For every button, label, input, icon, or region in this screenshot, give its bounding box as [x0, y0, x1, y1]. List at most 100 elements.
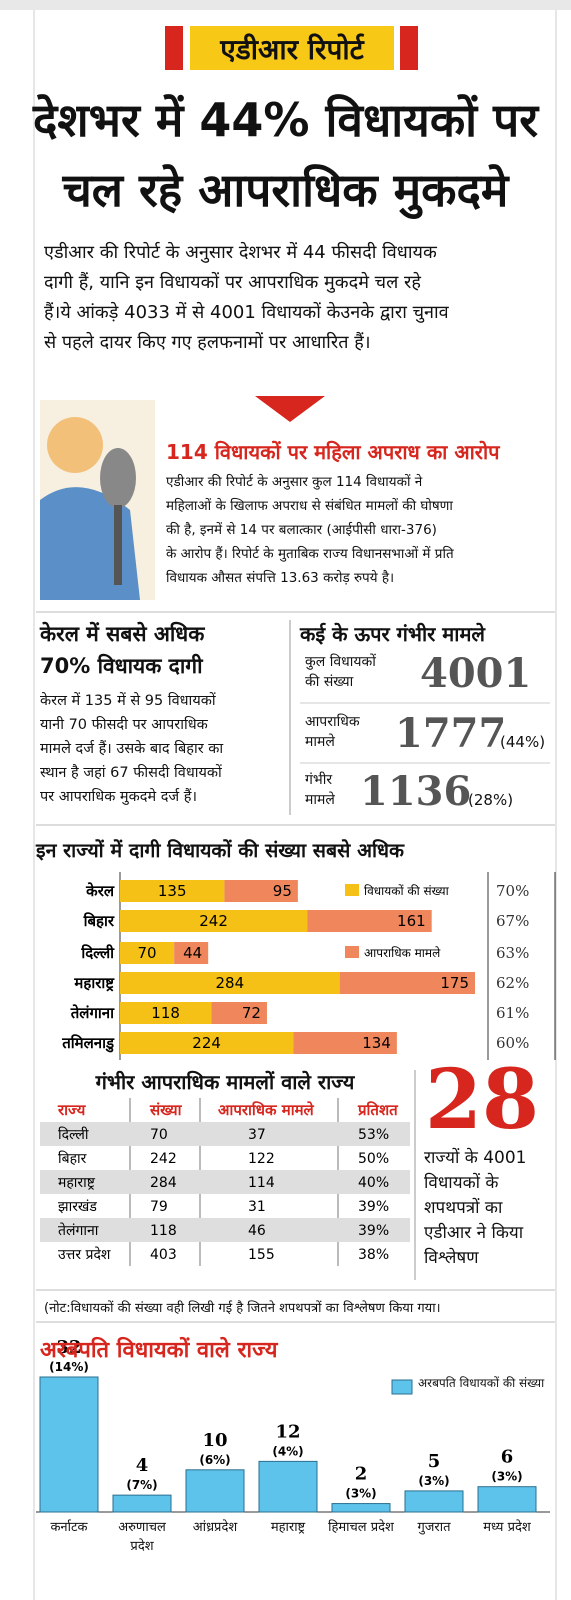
- stat-line: एडीआर ने किया: [424, 1223, 524, 1243]
- bar: [120, 910, 308, 932]
- category-label: दिल्ली: [80, 944, 115, 962]
- bar: [120, 1002, 212, 1024]
- value-label: 134: [362, 1034, 391, 1052]
- headline: चल रहे आपराधिक मुकदमे: [62, 163, 509, 217]
- kerala-line: यानी 70 फीसदी पर आपराधिक: [40, 717, 208, 733]
- women-line: महिलाओं के खिलाफ अपराध से संबंधित मामलों…: [166, 498, 453, 514]
- women-line: एडीआर की रिपोर्ट के अनुसार कुल 114 विधाय…: [166, 474, 423, 490]
- headline: देशभर में 44% विधायकों पर: [32, 93, 539, 147]
- microphone: [100, 448, 136, 508]
- bar: [185, 1469, 245, 1513]
- cell: 50%: [358, 1151, 389, 1167]
- stat-number: 28: [425, 1052, 540, 1148]
- cell: 39%: [358, 1199, 389, 1215]
- bar: [120, 972, 340, 994]
- cell: महाराष्ट्र: [58, 1175, 96, 1191]
- share-label: (14%): [49, 1360, 89, 1374]
- bar: [120, 880, 225, 902]
- stat-line: राज्यों के 4001: [424, 1148, 527, 1168]
- stat-line: विश्लेषण: [424, 1248, 479, 1268]
- bar: [339, 972, 475, 994]
- tag-box: [190, 26, 394, 70]
- category-label: केरल: [85, 882, 115, 900]
- value-label: 242: [199, 912, 228, 930]
- serious-title: कई के ऊपर गंभीर मामले: [300, 622, 485, 646]
- note: (नोट:विधायकों की संख्या वही लिखी गई है ज…: [44, 1301, 441, 1316]
- column-header: संख्या: [149, 1101, 183, 1119]
- cell: 37: [248, 1127, 266, 1143]
- bar: [258, 1460, 318, 1513]
- value-label: 224: [192, 1034, 221, 1052]
- category-label: गुजरात: [417, 1520, 451, 1535]
- value-label: 10: [202, 1430, 227, 1451]
- tag: एडीआर रिपोर्ट: [220, 33, 364, 66]
- tag-bar: [400, 26, 418, 70]
- serious-value: 4001: [420, 650, 532, 697]
- serious-label: गंभीर: [305, 772, 333, 788]
- share-label: 62%: [496, 974, 529, 992]
- intro-line: हैं।ये आंकड़े 4033 में से 4001 विधायकों …: [44, 302, 449, 323]
- value-label: 6: [501, 1447, 514, 1468]
- bar: [404, 1490, 464, 1513]
- bar: [211, 1002, 267, 1024]
- tag-bar: [165, 26, 183, 70]
- category-label: कर्नाटक: [50, 1520, 88, 1535]
- bar: [331, 1503, 391, 1513]
- row-band: [40, 1170, 410, 1194]
- category-label: अरुणाचल प्रदेश: [118, 1520, 166, 1554]
- value-label: 284: [216, 974, 245, 992]
- serious-label: की संख्या: [305, 674, 354, 690]
- women-line: विधायक औसत संपत्ति 13.63 करोड़ रुपये है।: [166, 570, 395, 586]
- value-label: 5: [428, 1451, 441, 1472]
- cell: तेलंगाना: [58, 1222, 99, 1239]
- cell: 118: [150, 1223, 177, 1239]
- value-label: 135: [158, 882, 187, 900]
- share-label: (4%): [272, 1444, 303, 1458]
- women-line: के आरोप हैं। रिपोर्ट के मुताबिक राज्य वि…: [166, 546, 454, 562]
- serious-label: कुल विधायकों: [305, 654, 376, 670]
- serious-share: (44%): [500, 733, 546, 751]
- value-label: 72: [242, 1004, 261, 1022]
- cell: 114: [248, 1175, 275, 1191]
- share-label: (3%): [345, 1487, 376, 1501]
- intro-line: दागी हैं, यानि इन विधायकों पर आपराधिक मु…: [44, 272, 421, 293]
- serious-share: (28%): [468, 791, 514, 809]
- cell: 39%: [358, 1223, 389, 1239]
- arrow: [255, 396, 325, 422]
- cell: 284: [150, 1175, 177, 1191]
- cell: 53%: [358, 1127, 389, 1143]
- bar: [120, 1032, 294, 1054]
- category-label: महाराष्ट्र: [73, 974, 115, 992]
- share-label: (7%): [126, 1478, 157, 1492]
- cell: 403: [150, 1247, 177, 1263]
- share-label: (6%): [199, 1453, 230, 1467]
- cell: 38%: [358, 1247, 389, 1263]
- share-label: 60%: [496, 1034, 529, 1052]
- cell: 79: [150, 1199, 168, 1215]
- women-title: 114 विधायकों पर महिला अपराध का आरोप: [166, 440, 500, 464]
- share-label: 61%: [496, 1004, 529, 1022]
- value-label: 32: [56, 1337, 81, 1358]
- bar: [112, 1494, 172, 1513]
- value-label: 4: [136, 1455, 149, 1476]
- row-band: [40, 1218, 410, 1242]
- cell: बिहार: [58, 1150, 87, 1167]
- bar: [39, 1376, 99, 1513]
- share-label: 70%: [496, 882, 529, 900]
- cell: उत्तर प्रदेश: [58, 1246, 111, 1263]
- category-label: तेलंगाना: [70, 1004, 115, 1022]
- value-label: 95: [273, 882, 292, 900]
- kerala-title: केरल में सबसे अधिक: [40, 622, 205, 646]
- chart-title: इन राज्यों में दागी विधायकों की संख्या स…: [36, 839, 405, 862]
- cell: 40%: [358, 1175, 389, 1191]
- legend-swatch: [391, 1379, 413, 1395]
- legend-swatch: [345, 884, 359, 896]
- table-title: गंभीर आपराधिक मामलों वाले राज्य: [95, 1070, 355, 1094]
- intro-line: से पहले दायर किए गए हलफनामों पर आधारित ह…: [44, 332, 371, 353]
- legend-label: अरबपति विधायकों की संख्या: [418, 1376, 545, 1390]
- share-label: (3%): [418, 1474, 449, 1488]
- bar: [307, 910, 432, 932]
- category-label: बिहार: [83, 912, 115, 930]
